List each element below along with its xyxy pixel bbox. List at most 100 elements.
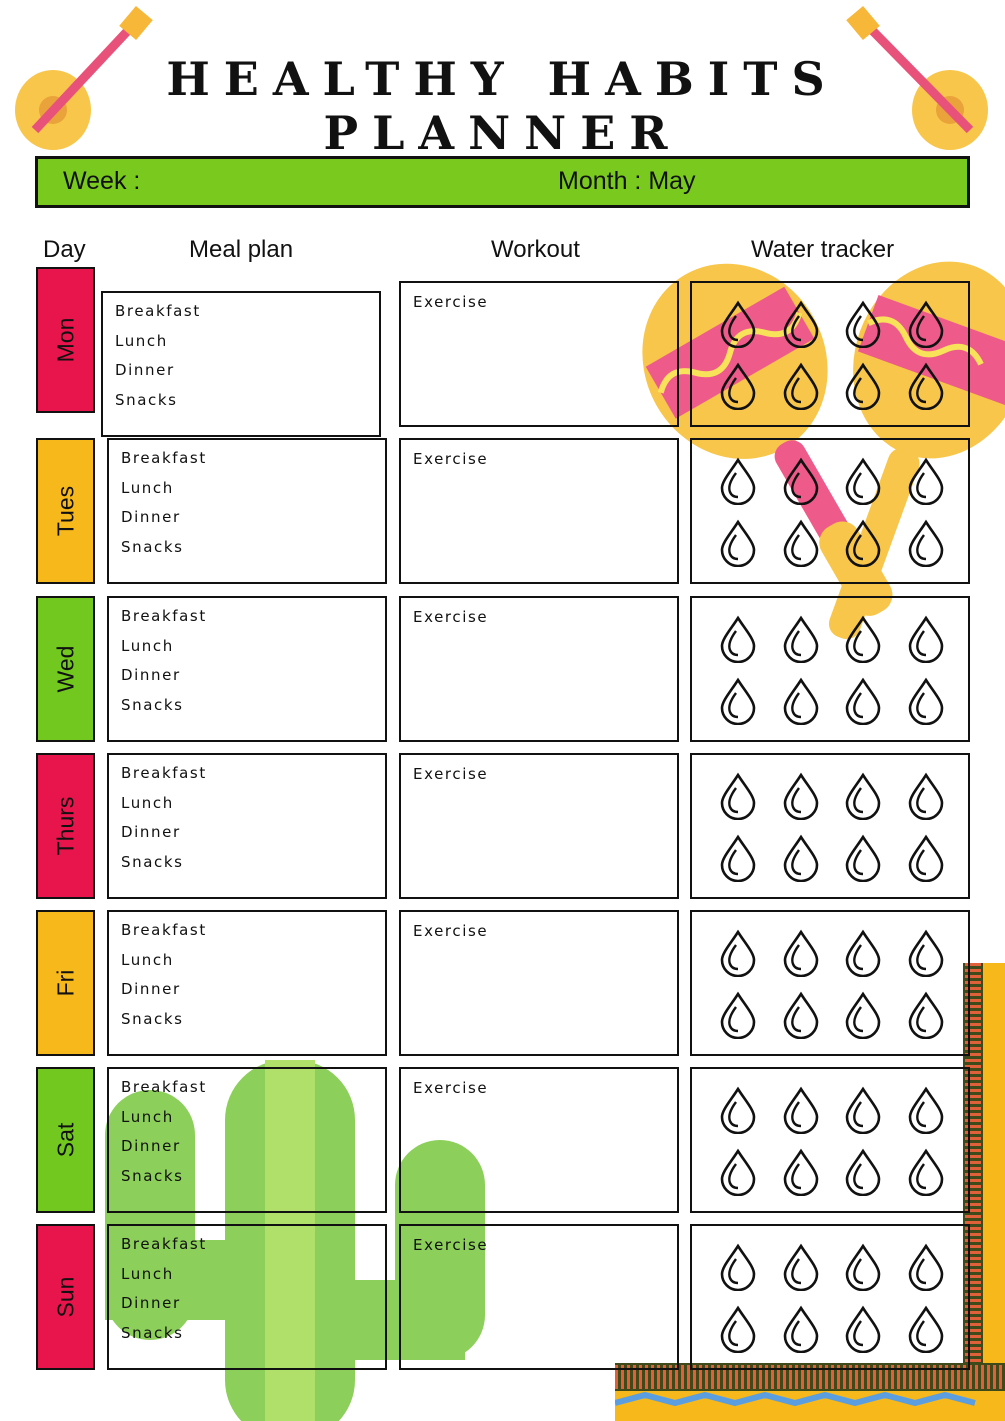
water-drop-icon[interactable] — [844, 991, 882, 1040]
water-drop-icon[interactable] — [782, 1243, 820, 1292]
water-drop-icon[interactable] — [907, 991, 945, 1040]
meal-item-label: Lunch — [121, 793, 174, 812]
water-drop-icon[interactable] — [782, 1086, 820, 1135]
water-drop-icon[interactable] — [719, 772, 757, 821]
water-drop-icon[interactable] — [844, 615, 882, 664]
water-drop-icon[interactable] — [719, 1148, 757, 1197]
day-label-mon: Mon — [36, 267, 95, 413]
water-drop-icon[interactable] — [844, 834, 882, 883]
water-drop-icon[interactable] — [782, 300, 820, 349]
water-drop-icon[interactable] — [719, 300, 757, 349]
water-drop-icon[interactable] — [782, 1305, 820, 1354]
water-drop-icon[interactable] — [719, 929, 757, 978]
water-drop-icon[interactable] — [719, 991, 757, 1040]
water-tracker-box — [690, 753, 970, 899]
meal-item-label: Snacks — [121, 695, 184, 714]
water-drop-icon[interactable] — [844, 362, 882, 411]
workout-box[interactable]: Exercise — [399, 281, 679, 427]
week-label[interactable]: Week : — [63, 167, 141, 195]
water-drop-icon[interactable] — [844, 677, 882, 726]
water-drop-icon[interactable] — [782, 834, 820, 883]
workout-box[interactable]: Exercise — [399, 1224, 679, 1370]
day-label-tues: Tues — [36, 438, 95, 584]
water-drop-icon[interactable] — [844, 929, 882, 978]
day-label-wed: Wed — [36, 596, 95, 742]
meal-item-label: Snacks — [115, 390, 178, 409]
day-label-sun: Sun — [36, 1224, 95, 1370]
meal-plan-box[interactable]: Breakfast Lunch Dinner Snacks — [107, 1224, 387, 1370]
water-drop-icon[interactable] — [782, 772, 820, 821]
water-drop-icon[interactable] — [844, 1148, 882, 1197]
meal-item-label: Breakfast — [121, 449, 207, 467]
water-drop-icon[interactable] — [907, 677, 945, 726]
exercise-label: Exercise — [413, 293, 489, 311]
water-drop-icon[interactable] — [782, 615, 820, 664]
meal-plan-box[interactable]: Breakfast Lunch Dinner Snacks — [107, 910, 387, 1056]
meal-item-label: Snacks — [121, 1166, 184, 1185]
water-drop-icon[interactable] — [844, 772, 882, 821]
water-tracker-box — [690, 1224, 970, 1370]
water-drop-icon[interactable] — [719, 1086, 757, 1135]
meal-plan-box[interactable]: Breakfast Lunch Dinner Snacks — [101, 291, 381, 437]
water-drop-icon[interactable] — [844, 1086, 882, 1135]
water-drop-icon[interactable] — [719, 457, 757, 506]
water-drop-icon[interactable] — [907, 362, 945, 411]
workout-box[interactable]: Exercise — [399, 910, 679, 1056]
water-drop-icon[interactable] — [907, 1305, 945, 1354]
meal-plan-box[interactable]: Breakfast Lunch Dinner Snacks — [107, 438, 387, 584]
water-drop-icon[interactable] — [907, 1148, 945, 1197]
water-drop-icon[interactable] — [844, 1243, 882, 1292]
water-tracker-header: Water tracker — [751, 236, 895, 263]
exercise-label: Exercise — [413, 765, 489, 783]
water-drop-icon[interactable] — [719, 1305, 757, 1354]
meal-item-label: Snacks — [121, 1009, 184, 1028]
water-tracker-box — [690, 910, 970, 1056]
meal-item-label: Breakfast — [121, 921, 207, 939]
week-month-bar: Week : Month : May — [35, 156, 970, 208]
maracas-decoration — [642, 261, 1005, 640]
workout-box[interactable]: Exercise — [399, 438, 679, 584]
water-drop-icon[interactable] — [907, 834, 945, 883]
meal-item-label: Lunch — [121, 478, 174, 497]
meal-item-label: Lunch — [121, 1264, 174, 1283]
water-drop-icon[interactable] — [907, 929, 945, 978]
water-drop-icon[interactable] — [844, 519, 882, 568]
water-drop-icon[interactable] — [719, 834, 757, 883]
workout-box[interactable]: Exercise — [399, 1067, 679, 1213]
water-drop-icon[interactable] — [907, 615, 945, 664]
water-drop-icon[interactable] — [782, 929, 820, 978]
meal-plan-box[interactable]: Breakfast Lunch Dinner Snacks — [107, 753, 387, 899]
day-name: Sun — [52, 1276, 78, 1318]
water-drop-icon[interactable] — [719, 1243, 757, 1292]
month-label[interactable]: Month : May — [558, 167, 696, 195]
water-drop-icon[interactable] — [719, 362, 757, 411]
water-drop-icon[interactable] — [907, 519, 945, 568]
water-drop-icon[interactable] — [782, 677, 820, 726]
water-drop-icon[interactable] — [719, 519, 757, 568]
workout-box[interactable]: Exercise — [399, 753, 679, 899]
day-name: Fri — [52, 969, 78, 997]
water-drop-icon[interactable] — [907, 300, 945, 349]
water-drop-icon[interactable] — [844, 300, 882, 349]
water-drop-icon[interactable] — [782, 457, 820, 506]
water-drop-icon[interactable] — [719, 615, 757, 664]
water-drop-icon[interactable] — [844, 1305, 882, 1354]
meal-plan-box[interactable]: Breakfast Lunch Dinner Snacks — [107, 1067, 387, 1213]
meal-item-label: Breakfast — [121, 1078, 207, 1096]
day-label-sat: Sat — [36, 1067, 95, 1213]
meal-item-label: Breakfast — [121, 1235, 207, 1253]
water-drop-icon[interactable] — [719, 677, 757, 726]
water-drop-icon[interactable] — [782, 362, 820, 411]
workout-box[interactable]: Exercise — [399, 596, 679, 742]
water-drop-icon[interactable] — [907, 1086, 945, 1135]
water-drop-icon[interactable] — [907, 1243, 945, 1292]
water-drop-icon[interactable] — [907, 772, 945, 821]
water-drop-icon[interactable] — [782, 991, 820, 1040]
water-drop-icon[interactable] — [782, 519, 820, 568]
meal-plan-box[interactable]: Breakfast Lunch Dinner Snacks — [107, 596, 387, 742]
water-drop-icon[interactable] — [844, 457, 882, 506]
water-drop-icon[interactable] — [907, 457, 945, 506]
meal-item-label: Lunch — [115, 331, 168, 350]
water-drop-icon[interactable] — [782, 1148, 820, 1197]
exercise-label: Exercise — [413, 922, 489, 940]
